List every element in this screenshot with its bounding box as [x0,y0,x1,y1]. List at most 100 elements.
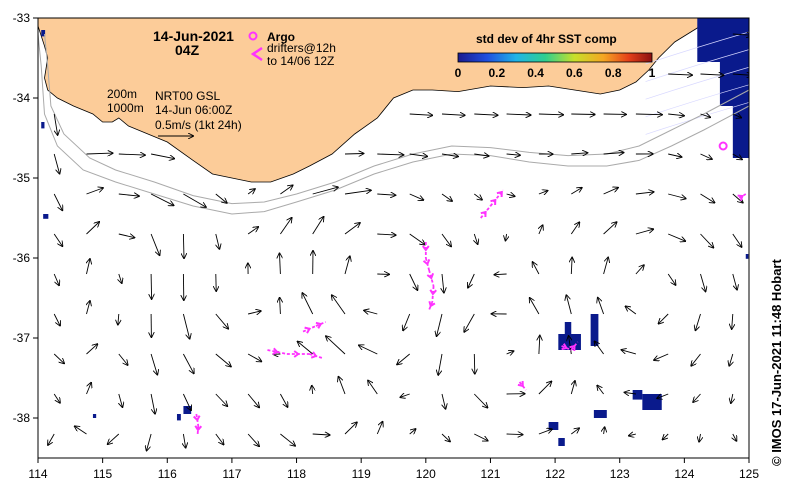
current-vector [247,311,261,314]
land-area [38,18,749,183]
time-title: 04Z [175,42,200,58]
product-label: NRT00 GSL [155,89,220,103]
contour-200m-line [44,33,749,205]
current-vector [53,313,60,326]
sst-patch [41,122,45,129]
lon-tick-label: 116 [158,467,177,481]
current-vector [668,114,684,116]
current-vector [53,193,62,210]
colorbar-tick-label: 0 [455,66,462,80]
drifter-arrowhead [490,198,497,206]
current-vector [696,313,701,330]
lat-tick-label: -35 [13,171,31,185]
current-vector [53,353,64,363]
current-vector [474,433,487,441]
current-vector [86,344,98,355]
current-vector [571,258,572,275]
sst-front-line [645,84,749,118]
lon-tick-label: 120 [416,467,436,481]
sst-patch [632,390,643,400]
current-vector [668,74,692,75]
current-vector [732,34,749,35]
current-vector [409,193,424,200]
current-vector [376,422,382,435]
current-vector [635,229,653,235]
current-vector [732,313,733,329]
drifter-arrowhead [422,245,430,252]
current-vector [280,218,291,235]
sst-patch [41,30,46,37]
current-vector [566,295,572,315]
lat-tick-label: -37 [13,331,31,345]
lon-tick-label: 119 [352,467,371,481]
lon-tick-label: 115 [93,467,112,481]
current-vector [732,233,742,247]
lon-tick-label: 118 [287,467,306,481]
current-vector [53,273,59,285]
sst-patch [719,62,749,106]
current-vector [699,433,700,442]
sst-front-line [645,66,749,100]
current-vector [506,154,520,155]
lon-tick-label: 122 [545,467,565,481]
current-vector [603,258,609,275]
current-vector [468,273,475,288]
current-vector [182,393,191,410]
current-vector [280,393,287,407]
sst-patch [745,254,749,259]
current-vector [732,273,737,290]
current-vector [312,217,324,235]
drifter-segment [428,301,434,311]
current-vector [326,336,346,355]
current-vector [442,273,444,293]
current-vector [151,273,152,299]
current-vector [364,310,378,314]
current-vector [626,306,637,315]
current-vector [693,393,701,402]
drifter-segment [196,425,200,435]
drifter-legend-icon [250,46,263,62]
lat-tick-label: -34 [13,91,31,105]
current-vector [147,433,152,450]
current-vector [53,113,57,135]
current-vector [53,233,62,246]
date-title: 14-Jun-2021 [153,28,234,44]
current-vector [377,154,403,155]
current-vector [150,233,159,255]
current-vector [368,381,378,395]
longitude-axis: 114 115 116 117 118 119 120 121 122 123 124 125 [28,458,759,481]
current-vector [668,154,681,157]
current-vector [86,153,113,154]
drifter-legend-label: drifters@12h [267,41,336,55]
sst-patch [697,18,749,62]
current-vector [474,114,497,115]
australia-coast [38,18,749,183]
drifter-arrowhead [304,326,312,334]
current-vector [312,187,338,195]
current-vector [53,153,59,174]
drifter-segment [738,193,747,199]
drifter-segment [267,349,288,355]
current-vector [571,188,581,195]
current-vector [732,74,749,75]
colorbar-gradient [457,52,653,63]
current-vector [215,393,227,406]
current-vector [48,433,55,445]
current-vector [118,353,128,365]
current-vector [603,153,624,155]
current-vector [118,313,119,325]
current-vector [464,313,475,332]
current-vector [108,433,120,444]
current-vector [118,154,145,155]
current-vector [732,114,741,118]
argo-legend-icon [248,31,258,41]
sst-front-line [645,31,749,65]
current-vector [215,313,228,329]
drifter-arrowhead [422,259,431,266]
current-vector [247,433,259,446]
current-vector [570,222,579,235]
current-vector [604,427,605,435]
lon-tick-label: 123 [610,467,630,481]
lon-tick-label: 121 [480,467,500,481]
current-vector [87,259,90,275]
